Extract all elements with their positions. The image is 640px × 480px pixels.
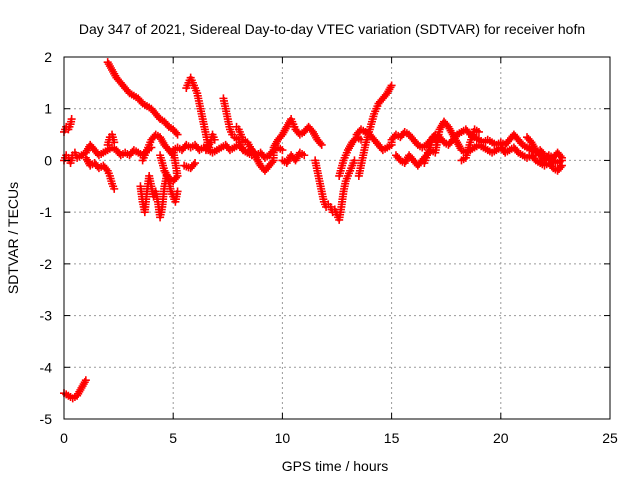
data-point-fill (316, 139, 325, 148)
x-tick-label: 15 (384, 430, 400, 446)
data-point-fill (432, 136, 441, 145)
y-tick-label: 0 (44, 152, 52, 168)
data-point (173, 187, 182, 196)
data-point (350, 156, 359, 165)
data-point (110, 138, 119, 147)
y-tick-label: -1 (40, 204, 53, 220)
data-point-fill (102, 165, 111, 174)
data-point (191, 159, 200, 168)
y-tick-label: -4 (40, 359, 53, 375)
data-point (67, 115, 76, 124)
data-point-fill (189, 160, 198, 169)
data-point (300, 151, 309, 160)
data-point (110, 184, 119, 193)
data-point (173, 130, 182, 139)
x-axis-label: GPS time / hours (282, 458, 389, 474)
plot-frame (63, 56, 611, 420)
data-points (60, 58, 566, 403)
x-tick-label: 5 (169, 430, 177, 446)
data-point-fill (172, 173, 181, 182)
data-point (81, 376, 90, 385)
data-point-fill (556, 152, 565, 161)
data-point (387, 81, 396, 90)
data-point (557, 153, 566, 162)
data-point (278, 146, 287, 155)
x-tick-label: 0 (60, 430, 68, 446)
y-tick-label: -2 (40, 256, 53, 272)
y-tick-label: 2 (44, 49, 52, 65)
data-point (557, 161, 566, 170)
data-point (210, 135, 219, 144)
x-tick-label: 20 (493, 430, 509, 446)
data-point (474, 127, 483, 136)
y-tick-label: 1 (44, 101, 52, 117)
data-point-fill (268, 158, 277, 167)
data-point-fill (556, 163, 565, 172)
x-tick-label: 25 (602, 430, 618, 446)
y-tick-label: -3 (40, 308, 53, 324)
chart-title: Day 347 of 2021, Sidereal Day-to-day VTE… (79, 21, 585, 37)
data-point (317, 140, 326, 149)
y-tick-label: -5 (40, 411, 53, 427)
data-point (433, 138, 442, 147)
grid-lines (64, 57, 610, 419)
data-point-fill (172, 128, 181, 137)
y-axis-label: SDTVAR / TECUs (5, 182, 21, 294)
x-tick-label: 10 (275, 430, 291, 446)
